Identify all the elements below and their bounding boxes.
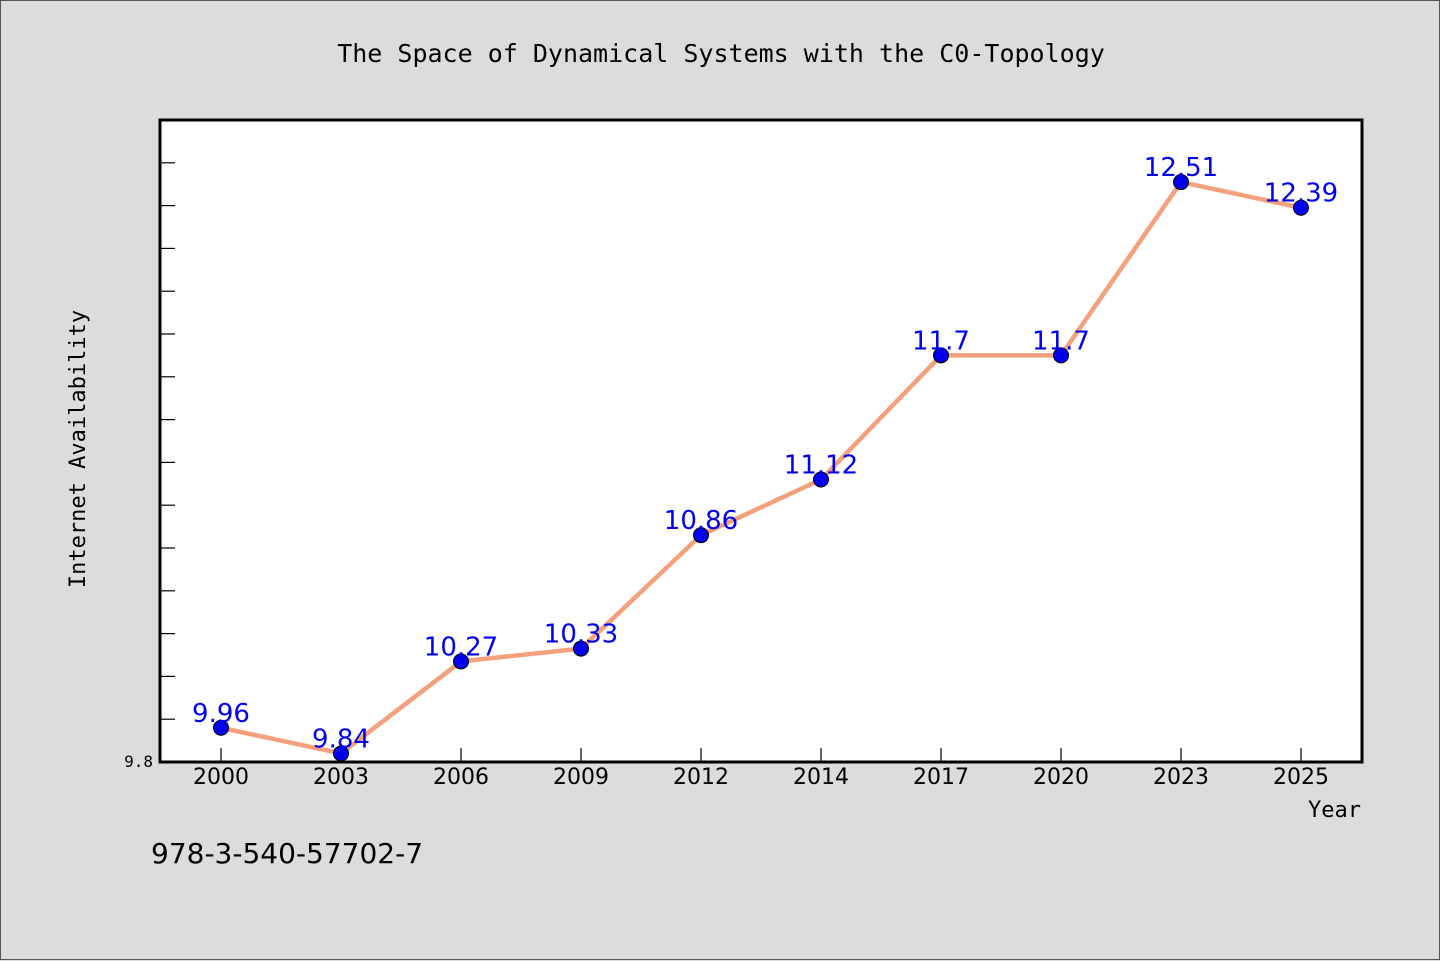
x-tick-label: 2003 bbox=[313, 765, 369, 790]
x-tick-label: 2023 bbox=[1153, 765, 1209, 790]
data-label: 10.33 bbox=[544, 620, 618, 650]
y-axis-label: Internet Availability bbox=[66, 310, 91, 588]
x-tick-label: 2025 bbox=[1273, 765, 1329, 790]
x-axis-tick-labels: 2000 2003 2006 2009 2012 2014 2017 2020 2023 2025 bbox=[193, 765, 1329, 790]
chart-title: The Space of Dynamical Systems with the … bbox=[337, 39, 1105, 68]
x-tick-label: 2009 bbox=[553, 765, 609, 790]
data-labels: 9.96 9.84 10.27 10.33 10.86 11.12 11.7 11.7 12.5… bbox=[192, 153, 1338, 754]
data-label: 10.86 bbox=[664, 506, 738, 536]
data-label: 11.12 bbox=[784, 451, 858, 481]
data-label: 9.96 bbox=[192, 699, 250, 729]
data-point bbox=[693, 527, 709, 544]
x-tick-label: 2006 bbox=[433, 765, 489, 790]
data-point bbox=[333, 745, 349, 762]
x-axis-label: Year bbox=[1308, 798, 1361, 823]
data-point bbox=[573, 640, 589, 657]
data-point bbox=[1053, 347, 1069, 364]
x-tick-label: 2000 bbox=[193, 765, 249, 790]
x-tick-label: 2012 bbox=[673, 765, 729, 790]
data-label: 12.39 bbox=[1264, 179, 1338, 209]
y-axis-ticks bbox=[160, 119, 175, 763]
data-point bbox=[1173, 174, 1189, 191]
data-point bbox=[813, 471, 829, 488]
plot-area bbox=[158, 118, 1364, 764]
data-points bbox=[213, 174, 1309, 762]
data-point bbox=[213, 719, 229, 736]
data-label: 11.7 bbox=[1032, 326, 1090, 356]
y-tick-label: 9.8 bbox=[124, 752, 153, 771]
data-point bbox=[1293, 199, 1309, 216]
data-label: 12.51 bbox=[1144, 153, 1218, 183]
data-label: 9.84 bbox=[312, 724, 370, 754]
data-label: 10.27 bbox=[424, 632, 498, 662]
footer-text: 978-3-540-57702-7 bbox=[151, 837, 423, 870]
data-point bbox=[453, 653, 469, 670]
data-label: 11.7 bbox=[912, 326, 970, 356]
x-tick-label: 2014 bbox=[793, 765, 849, 790]
data-point bbox=[933, 347, 949, 364]
x-tick-label: 2020 bbox=[1033, 765, 1089, 790]
x-tick-label: 2017 bbox=[913, 765, 969, 790]
series-line bbox=[218, 179, 1304, 756]
